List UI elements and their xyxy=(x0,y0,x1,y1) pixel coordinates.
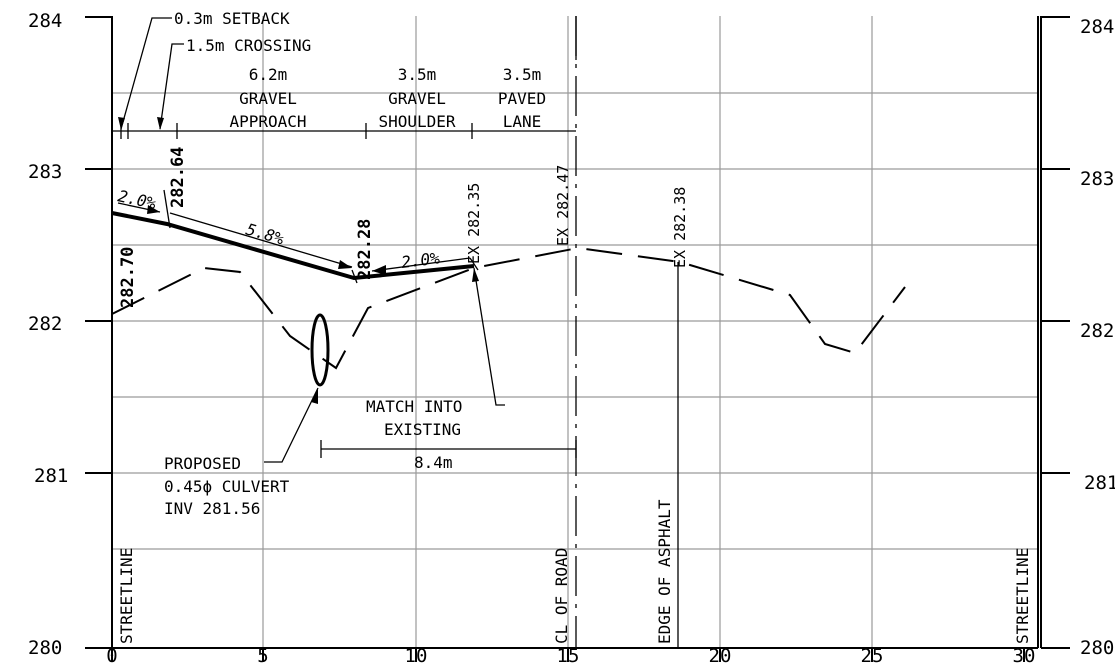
segment-type: GRAVEL xyxy=(239,89,297,108)
y-tick-label: 281 xyxy=(34,465,68,487)
segment-type: LANE xyxy=(503,112,542,131)
dimension-8-4 xyxy=(320,440,577,458)
culvert-leader xyxy=(264,387,319,463)
y-tick-label: 284 xyxy=(28,10,62,32)
frame xyxy=(85,16,1070,662)
x-tick-label: 10 xyxy=(405,645,428,666)
y-tick-label: 280 xyxy=(28,637,62,659)
y-tick-label: 283 xyxy=(1080,168,1114,190)
grid xyxy=(112,16,1038,648)
segment-width: 3.5m xyxy=(503,65,542,84)
culvert-note: INV 281.56 xyxy=(164,499,260,518)
proposed-grade-line xyxy=(111,211,475,281)
existing-elevation-label: EX 282.35 xyxy=(465,183,483,264)
segment-width: 6.2m xyxy=(249,65,288,84)
callout-leaders xyxy=(118,17,184,130)
y-tick-label: 282 xyxy=(1080,320,1114,342)
y-axis-left: 284 283 282 281 280 xyxy=(28,10,68,659)
x-tick-label: 20 xyxy=(709,645,732,666)
segment-type: APPROACH xyxy=(229,112,306,131)
segment-type: PAVED xyxy=(498,89,546,108)
dimension-label: 8.4m xyxy=(414,453,453,472)
y-tick-label: 283 xyxy=(28,161,62,183)
culvert-note: PROPOSED xyxy=(164,454,241,473)
y-tick-label: 280 xyxy=(1080,637,1114,659)
existing-ground-line xyxy=(111,246,906,370)
segment-labels: 6.2m GRAVEL APPROACH 3.5m GRAVEL SHOULDE… xyxy=(229,65,546,131)
slope-label: 2.0% xyxy=(400,248,441,272)
crossing-label: 1.5m CROSSING xyxy=(186,36,311,55)
streetline-left-label: STREETLINE xyxy=(117,548,136,644)
match-note: MATCH INTO xyxy=(366,397,462,416)
x-tick-label: 30 xyxy=(1013,645,1036,666)
elevation-label: 282.28 xyxy=(355,219,375,280)
existing-elevation-label: EX 282.47 xyxy=(554,165,572,246)
existing-elevation-labels: EX 282.35 EX 282.47 EX 282.38 xyxy=(465,165,689,268)
notes: MATCH INTO EXISTING 8.4m PROPOSED 0.45ϕ … xyxy=(164,397,462,518)
slope-arrows xyxy=(117,202,471,275)
vertical-labels: STREETLINE CL OF ROAD EDGE OF ASPHALT ST… xyxy=(117,499,1032,644)
y-tick-label: 281 xyxy=(1084,472,1115,494)
elevation-labels: 282.70 282.64 282.28 xyxy=(118,147,375,308)
segment-width: 3.5m xyxy=(398,65,437,84)
x-axis: 0 5 10 15 20 25 30 xyxy=(106,645,1035,666)
elevation-ticks xyxy=(163,189,479,284)
callout-labels: 0.3m SETBACK 1.5m CROSSING xyxy=(174,9,311,55)
x-tick-label: 25 xyxy=(861,645,884,666)
match-leader xyxy=(473,267,505,406)
slope-label: 2.0% xyxy=(116,186,158,213)
x-tick-label: 15 xyxy=(557,645,580,666)
elevation-label: 282.64 xyxy=(168,147,188,208)
y-tick-label: 282 xyxy=(28,313,62,335)
elevation-label: 282.70 xyxy=(118,247,138,308)
x-tick-label: 5 xyxy=(257,645,268,666)
streetline-right-label: STREETLINE xyxy=(1013,548,1032,644)
match-note: EXISTING xyxy=(384,420,461,439)
segment-type: GRAVEL xyxy=(388,89,446,108)
segment-dimension xyxy=(112,123,576,139)
slope-label: 5.8% xyxy=(244,220,287,249)
segment-type: SHOULDER xyxy=(378,112,455,131)
culvert-icon xyxy=(310,313,330,387)
existing-elevation-label: EX 282.38 xyxy=(671,187,689,268)
setback-label: 0.3m SETBACK xyxy=(174,9,290,28)
cl-road-label: CL OF ROAD xyxy=(552,548,571,644)
y-tick-label: 284 xyxy=(1080,16,1114,38)
culvert-note: 0.45ϕ CULVERT xyxy=(164,477,290,496)
edge-asphalt-label: EDGE OF ASPHALT xyxy=(655,499,674,644)
y-axis-right: 284 283 282 281 280 xyxy=(1080,16,1115,659)
x-tick-label: 0 xyxy=(106,645,117,666)
